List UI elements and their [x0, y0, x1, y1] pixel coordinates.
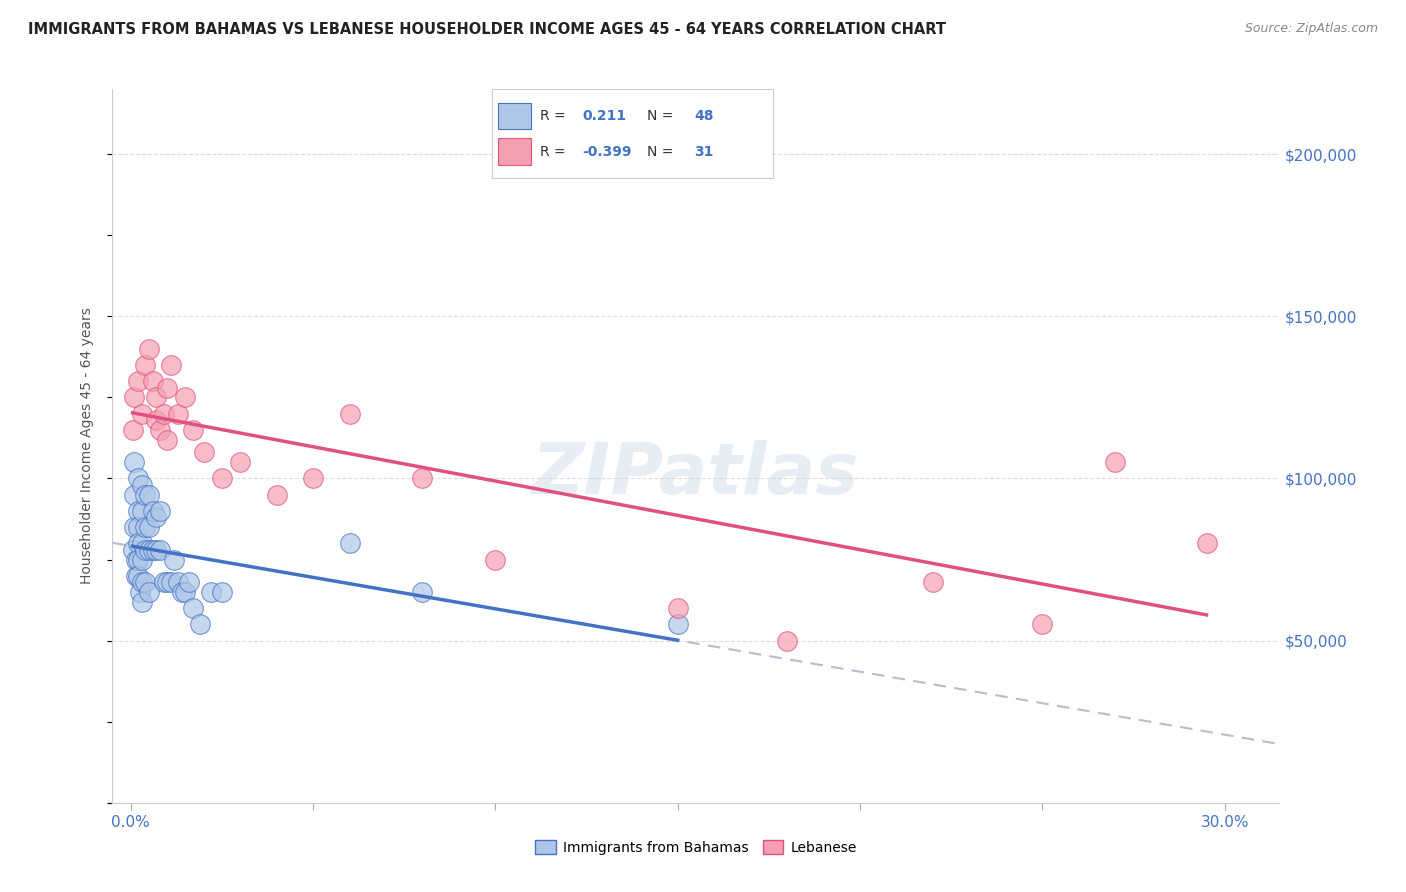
Point — [131, 504, 153, 518]
Point — [131, 478, 153, 492]
Point — [138, 542, 160, 557]
Point — [134, 542, 156, 557]
Point — [127, 471, 149, 485]
Point — [302, 471, 325, 485]
Point — [174, 585, 197, 599]
Point — [177, 575, 200, 590]
Text: ZIPatlas: ZIPatlas — [533, 440, 859, 509]
Point — [211, 585, 233, 599]
Point — [181, 601, 204, 615]
Point — [156, 575, 179, 590]
Point — [1195, 536, 1218, 550]
Point — [339, 407, 361, 421]
Point — [124, 520, 146, 534]
Point — [138, 520, 160, 534]
Point — [200, 585, 222, 599]
Point — [121, 423, 143, 437]
Point — [922, 575, 945, 590]
Point — [156, 381, 179, 395]
Text: 0.211: 0.211 — [582, 109, 626, 123]
Point — [128, 585, 150, 599]
Point — [127, 536, 149, 550]
Point — [160, 358, 183, 372]
Point — [163, 552, 186, 566]
Point — [181, 423, 204, 437]
Point — [266, 488, 288, 502]
Point — [339, 536, 361, 550]
Point — [142, 542, 165, 557]
Point — [124, 455, 146, 469]
FancyBboxPatch shape — [498, 103, 531, 129]
Point — [127, 552, 149, 566]
Point — [484, 552, 506, 566]
Point — [131, 536, 153, 550]
Point — [131, 575, 153, 590]
Text: IMMIGRANTS FROM BAHAMAS VS LEBANESE HOUSEHOLDER INCOME AGES 45 - 64 YEARS CORREL: IMMIGRANTS FROM BAHAMAS VS LEBANESE HOUS… — [28, 22, 946, 37]
Point — [666, 617, 689, 632]
Point — [131, 407, 153, 421]
Point — [131, 595, 153, 609]
Y-axis label: Householder Income Ages 45 - 64 years: Householder Income Ages 45 - 64 years — [80, 308, 94, 584]
Point — [125, 568, 148, 582]
Text: -0.399: -0.399 — [582, 145, 631, 159]
Point — [149, 423, 172, 437]
Point — [124, 488, 146, 502]
Point — [1104, 455, 1126, 469]
Point — [411, 585, 433, 599]
Text: N =: N = — [647, 109, 673, 123]
Point — [167, 407, 190, 421]
Point — [160, 575, 183, 590]
Text: 48: 48 — [695, 109, 714, 123]
Point — [134, 575, 156, 590]
Point — [127, 520, 149, 534]
Point — [170, 585, 193, 599]
Point — [134, 358, 156, 372]
Point — [131, 552, 153, 566]
Point — [666, 601, 689, 615]
Point — [138, 585, 160, 599]
Text: R =: R = — [540, 109, 565, 123]
Point — [127, 568, 149, 582]
Point — [188, 617, 211, 632]
Point — [152, 407, 174, 421]
Point — [124, 390, 146, 404]
Point — [127, 374, 149, 388]
Text: N =: N = — [647, 145, 673, 159]
Point — [142, 504, 165, 518]
Text: R =: R = — [540, 145, 565, 159]
Point — [152, 575, 174, 590]
Point — [121, 542, 143, 557]
FancyBboxPatch shape — [498, 138, 531, 165]
Point — [127, 504, 149, 518]
Point — [125, 552, 148, 566]
Point — [193, 445, 215, 459]
Point — [411, 471, 433, 485]
Text: 31: 31 — [695, 145, 714, 159]
Point — [156, 433, 179, 447]
Point — [1031, 617, 1053, 632]
Point — [174, 390, 197, 404]
Point — [134, 520, 156, 534]
Point — [776, 633, 799, 648]
Point — [142, 374, 165, 388]
Point — [167, 575, 190, 590]
Point — [138, 488, 160, 502]
Point — [138, 342, 160, 356]
Text: Source: ZipAtlas.com: Source: ZipAtlas.com — [1244, 22, 1378, 36]
Point — [149, 504, 172, 518]
Point — [145, 542, 167, 557]
Point — [229, 455, 252, 469]
Point — [145, 413, 167, 427]
Point — [211, 471, 233, 485]
Point — [149, 542, 172, 557]
Legend: Immigrants from Bahamas, Lebanese: Immigrants from Bahamas, Lebanese — [530, 834, 862, 860]
Point — [145, 390, 167, 404]
Point — [145, 510, 167, 524]
Point — [134, 488, 156, 502]
